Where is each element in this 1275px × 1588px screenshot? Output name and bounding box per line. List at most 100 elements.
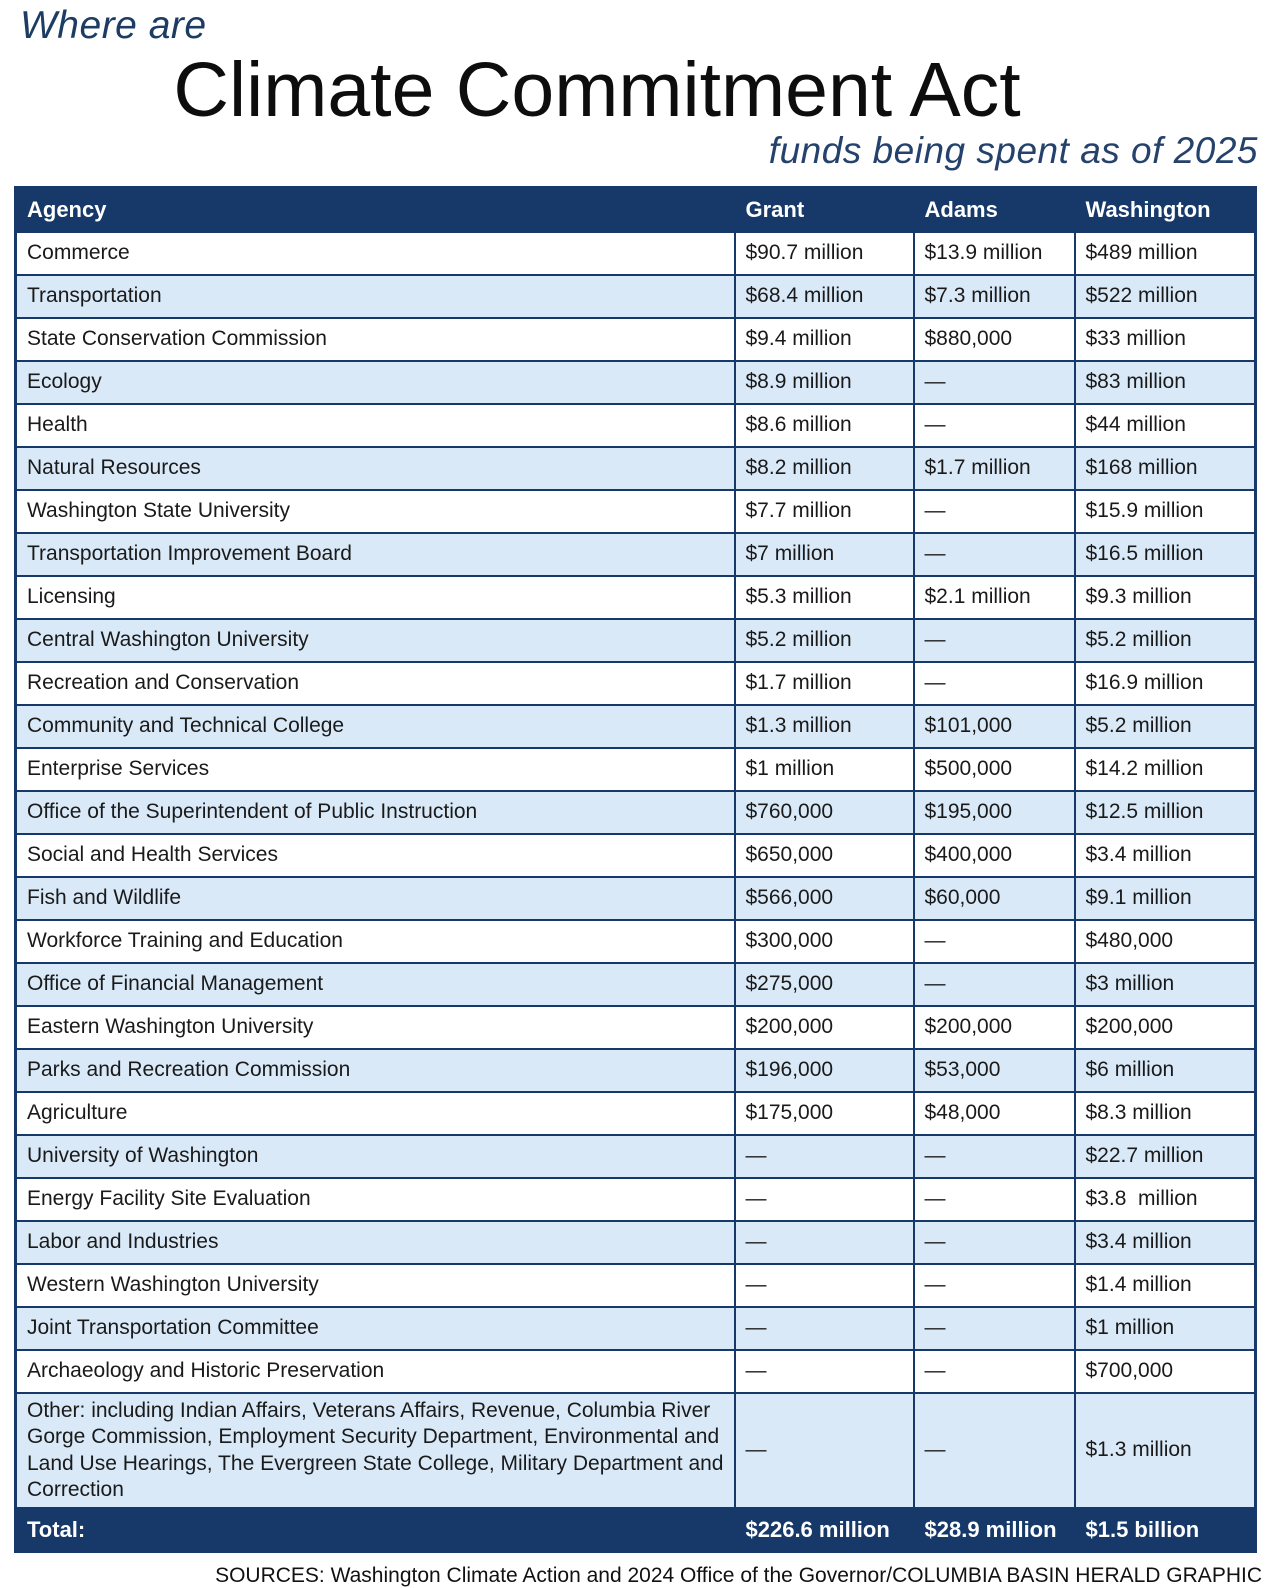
agency-cell: Ecology (14, 360, 736, 405)
grant-cell: — (733, 1263, 915, 1308)
column-header-agency: Agency (14, 186, 736, 233)
grant-cell: $196,000 (733, 1048, 915, 1093)
washington-cell: $16.9 million (1073, 661, 1257, 706)
washington-cell: $44 million (1073, 403, 1257, 448)
funds-table: Agency Grant Adams Washington Commerce $9… (14, 186, 1257, 1553)
table-row: Enterprise Services $1 million $500,000 $14… (14, 747, 1257, 792)
grant-cell: $8.9 million (733, 360, 915, 405)
table-row: Ecology $8.9 million — $83 million (14, 360, 1257, 405)
agency-cell: Western Washington University (14, 1263, 736, 1308)
adams-cell: $60,000 (912, 876, 1076, 921)
adams-cell: — (912, 360, 1076, 405)
adams-cell: $880,000 (912, 317, 1076, 362)
adams-cell: $7.3 million (912, 274, 1076, 319)
table-row: Transportation $68.4 million $7.3 million $… (14, 274, 1257, 319)
agency-cell: Archaeology and Historic Preservation (14, 1349, 736, 1394)
grant-cell: $90.7 million (733, 231, 915, 276)
washington-cell: $16.5 million (1073, 532, 1257, 577)
table-row: Central Washington University $5.2 millio… (14, 618, 1257, 663)
agency-cell: Enterprise Services (14, 747, 736, 792)
washington-cell: $9.3 million (1073, 575, 1257, 620)
washington-cell: $168 million (1073, 446, 1257, 491)
agency-cell: Workforce Training and Education (14, 919, 736, 964)
adams-cell: $400,000 (912, 833, 1076, 878)
adams-cell: $2.1 million (912, 575, 1076, 620)
total-row: Total: $226.6 million $28.9 million $1.5… (14, 1507, 1257, 1553)
column-header-grant: Grant (733, 186, 915, 233)
grant-cell: — (733, 1306, 915, 1351)
washington-cell: $5.2 million (1073, 704, 1257, 749)
grant-cell: — (733, 1392, 915, 1509)
washington-cell: $14.2 million (1073, 747, 1257, 792)
table-row: Washington State University $7.7 million —… (14, 489, 1257, 534)
grant-cell: $760,000 (733, 790, 915, 835)
grant-cell: — (733, 1177, 915, 1222)
washington-cell: $3.8 million (1073, 1177, 1257, 1222)
table-row: Natural Resources $8.2 million $1.7 millio… (14, 446, 1257, 491)
adams-cell: — (912, 1349, 1076, 1394)
column-header-washington: Washington (1073, 186, 1257, 233)
grant-cell: — (733, 1349, 915, 1394)
washington-cell: $3.4 million (1073, 833, 1257, 878)
table-row: Community and Technical College $1.3 mill… (14, 704, 1257, 749)
table-row: Fish and Wildlife $566,000 $60,000 $9.1 mil… (14, 876, 1257, 921)
adams-cell: — (912, 618, 1076, 663)
page-title: Climate Commitment Act (173, 47, 1021, 133)
adams-cell: $195,000 (912, 790, 1076, 835)
grant-cell: $5.2 million (733, 618, 915, 663)
total-label: Total: (14, 1507, 736, 1553)
grant-cell: $200,000 (733, 1005, 915, 1050)
grant-cell: $175,000 (733, 1091, 915, 1136)
table-row: Agriculture $175,000 $48,000 $8.3 million (14, 1091, 1257, 1136)
agency-cell: Recreation and Conservation (14, 661, 736, 706)
table-row: Transportation Improvement Board $7 milli… (14, 532, 1257, 577)
washington-cell: $33 million (1073, 317, 1257, 362)
table-row: Archaeology and Historic Preservation — — $… (14, 1349, 1257, 1394)
total-washington: $1.5 billion (1073, 1507, 1257, 1553)
table-row: Workforce Training and Education $300,000… (14, 919, 1257, 964)
agency-cell: Office of the Superintendent of Public I… (14, 790, 736, 835)
agency-cell: Other: including Indian Affairs, Veteran… (14, 1392, 736, 1509)
washington-cell: $15.9 million (1073, 489, 1257, 534)
grant-cell: $1 million (733, 747, 915, 792)
table-body: Commerce $90.7 million $13.9 million $489 m… (14, 231, 1257, 1509)
table-row: Eastern Washington University $200,000 $20… (14, 1005, 1257, 1050)
grant-cell: $9.4 million (733, 317, 915, 362)
table-row: Licensing $5.3 million $2.1 million $9.3 mi… (14, 575, 1257, 620)
agency-cell: Social and Health Services (14, 833, 736, 878)
washington-cell: $1.4 million (1073, 1263, 1257, 1308)
grant-cell: $68.4 million (733, 274, 915, 319)
grant-cell: $275,000 (733, 962, 915, 1007)
agency-cell: University of Washington (14, 1134, 736, 1179)
washington-cell: $480,000 (1073, 919, 1257, 964)
table-footer: Total: $226.6 million $28.9 million $1.5… (14, 1507, 1257, 1553)
grant-cell: $1.7 million (733, 661, 915, 706)
table-row: Parks and Recreation Commission $196,000 $… (14, 1048, 1257, 1093)
washington-cell: $1.3 million (1073, 1392, 1257, 1509)
agency-cell: Natural Resources (14, 446, 736, 491)
agency-cell: State Conservation Commission (14, 317, 736, 362)
adams-cell: — (912, 403, 1076, 448)
agency-cell: Joint Transportation Committee (14, 1306, 736, 1351)
adams-cell: — (912, 1220, 1076, 1265)
sources-credit: SOURCES: Washington Climate Action and 2… (215, 1564, 1262, 1587)
agency-cell: Health (14, 403, 736, 448)
grant-cell: — (733, 1134, 915, 1179)
agency-cell: Central Washington University (14, 618, 736, 663)
agency-cell: Agriculture (14, 1091, 736, 1136)
washington-cell: $22.7 million (1073, 1134, 1257, 1179)
washington-cell: $489 million (1073, 231, 1257, 276)
washington-cell: $1 million (1073, 1306, 1257, 1351)
column-header-adams: Adams (912, 186, 1076, 233)
agency-cell: Labor and Industries (14, 1220, 736, 1265)
washington-cell: $12.5 million (1073, 790, 1257, 835)
grant-cell: $8.6 million (733, 403, 915, 448)
adams-cell: $200,000 (912, 1005, 1076, 1050)
adams-cell: $48,000 (912, 1091, 1076, 1136)
washington-cell: $522 million (1073, 274, 1257, 319)
agency-cell: Transportation Improvement Board (14, 532, 736, 577)
table-row: Social and Health Services $650,000 $400,0… (14, 833, 1257, 878)
grant-cell: $650,000 (733, 833, 915, 878)
table-row: State Conservation Commission $9.4 millio… (14, 317, 1257, 362)
